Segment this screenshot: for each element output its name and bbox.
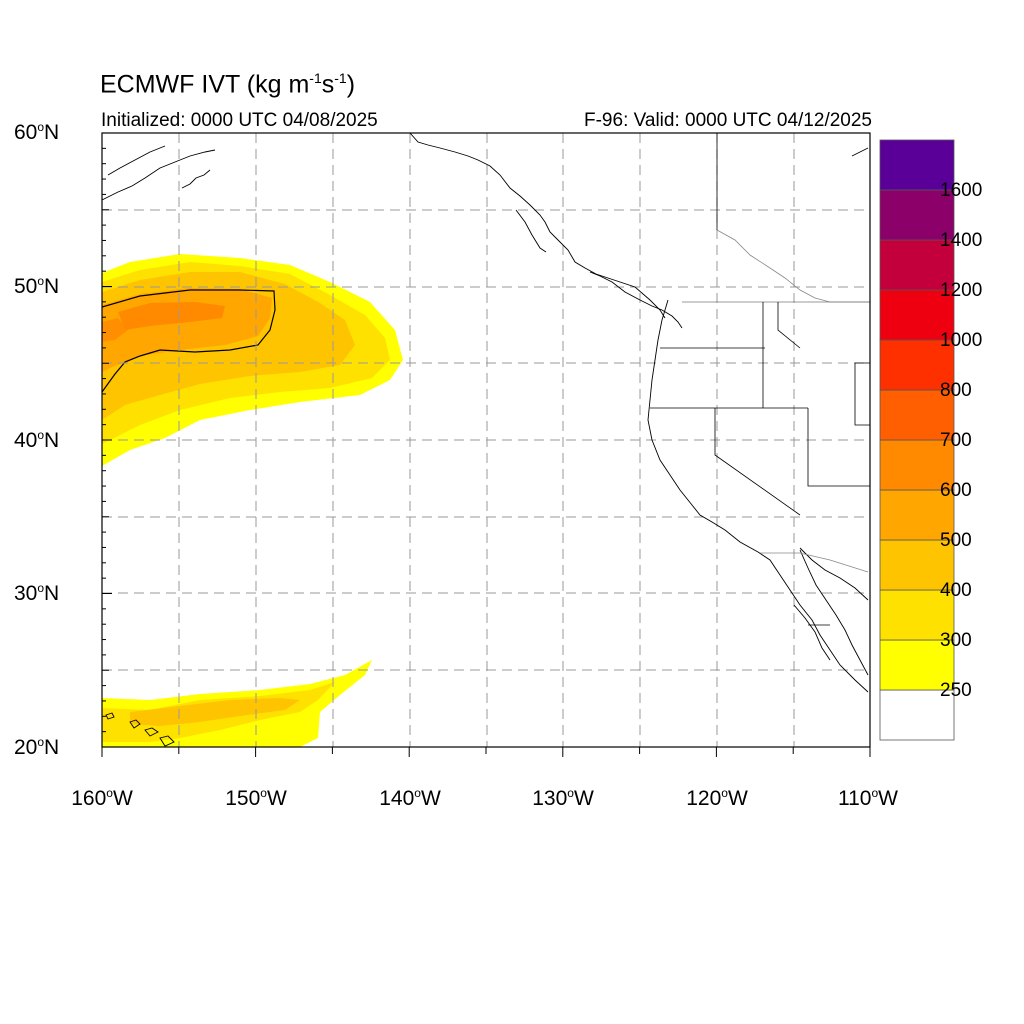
colorbar-level-label: 1600 (940, 180, 983, 201)
ivt-shading (102, 254, 403, 747)
colorbar-level-label: 1200 (940, 280, 983, 301)
colorbar-level-label: 400 (940, 580, 972, 601)
colorbar-level-label: 800 (940, 380, 972, 401)
lon-label-130w: 130oW (532, 786, 594, 810)
ivt-region-600 (118, 302, 225, 330)
colorbar-level-label: 700 (940, 430, 972, 451)
ivt-contour-line (102, 289, 276, 393)
colorbar-swatch (879, 439, 955, 491)
colorbar-swatch (879, 389, 955, 441)
lat-label-50: 50oN (14, 274, 60, 298)
colorbar-swatch (879, 289, 955, 341)
colorbar-level-label: 250 (940, 680, 972, 701)
lon-label-140w: 140oW (379, 786, 441, 810)
lat-label-40: 40oN (14, 428, 60, 452)
colorbar-swatch (879, 689, 955, 741)
lat-label-30: 30oN (14, 581, 60, 605)
lon-label-120w: 120oW (686, 786, 748, 810)
lat-label-20: 20oN (14, 735, 60, 759)
map-gridlines (102, 133, 870, 747)
lon-label-150w: 150oW (225, 786, 287, 810)
colorbar (879, 139, 955, 741)
units-exponent: -1 (309, 70, 322, 86)
initialized-time: Initialized: 0000 UTC 04/08/2025 (101, 110, 378, 131)
variable-name: IVT (201, 70, 240, 99)
colorbar-swatch (879, 239, 955, 291)
axis-ticks (101, 132, 871, 757)
units-exponent-s: -1 (334, 70, 347, 86)
colorbar-swatch (879, 589, 955, 641)
lat-label-60: 60oN (14, 120, 60, 144)
colorbar-level-label: 600 (940, 480, 972, 501)
colorbar-swatch (879, 339, 955, 391)
colorbar-level-label: 500 (940, 530, 972, 551)
units-text: kg m (255, 70, 310, 99)
lon-label-110w: 110oW (838, 786, 898, 810)
coastlines (102, 133, 869, 747)
map-title: ECMWF IVT (kg m-1s-1) (100, 70, 356, 99)
colorbar-level-label: 1400 (940, 230, 983, 251)
lon-label-160w: 160oW (71, 786, 133, 810)
ivt-region-600b (102, 318, 128, 342)
colorbar-swatch (879, 139, 955, 191)
ivt-region-400-south (130, 698, 300, 726)
political-borders (650, 133, 870, 626)
colorbar-level-label: 300 (940, 630, 972, 651)
colorbar-swatch (879, 539, 955, 591)
colorbar-level-label: 1000 (940, 330, 983, 351)
valid-time: F-96: Valid: 0000 UTC 04/12/2025 (584, 110, 872, 131)
units-text-s: s (321, 70, 335, 99)
model-name: ECMWF (100, 70, 195, 99)
